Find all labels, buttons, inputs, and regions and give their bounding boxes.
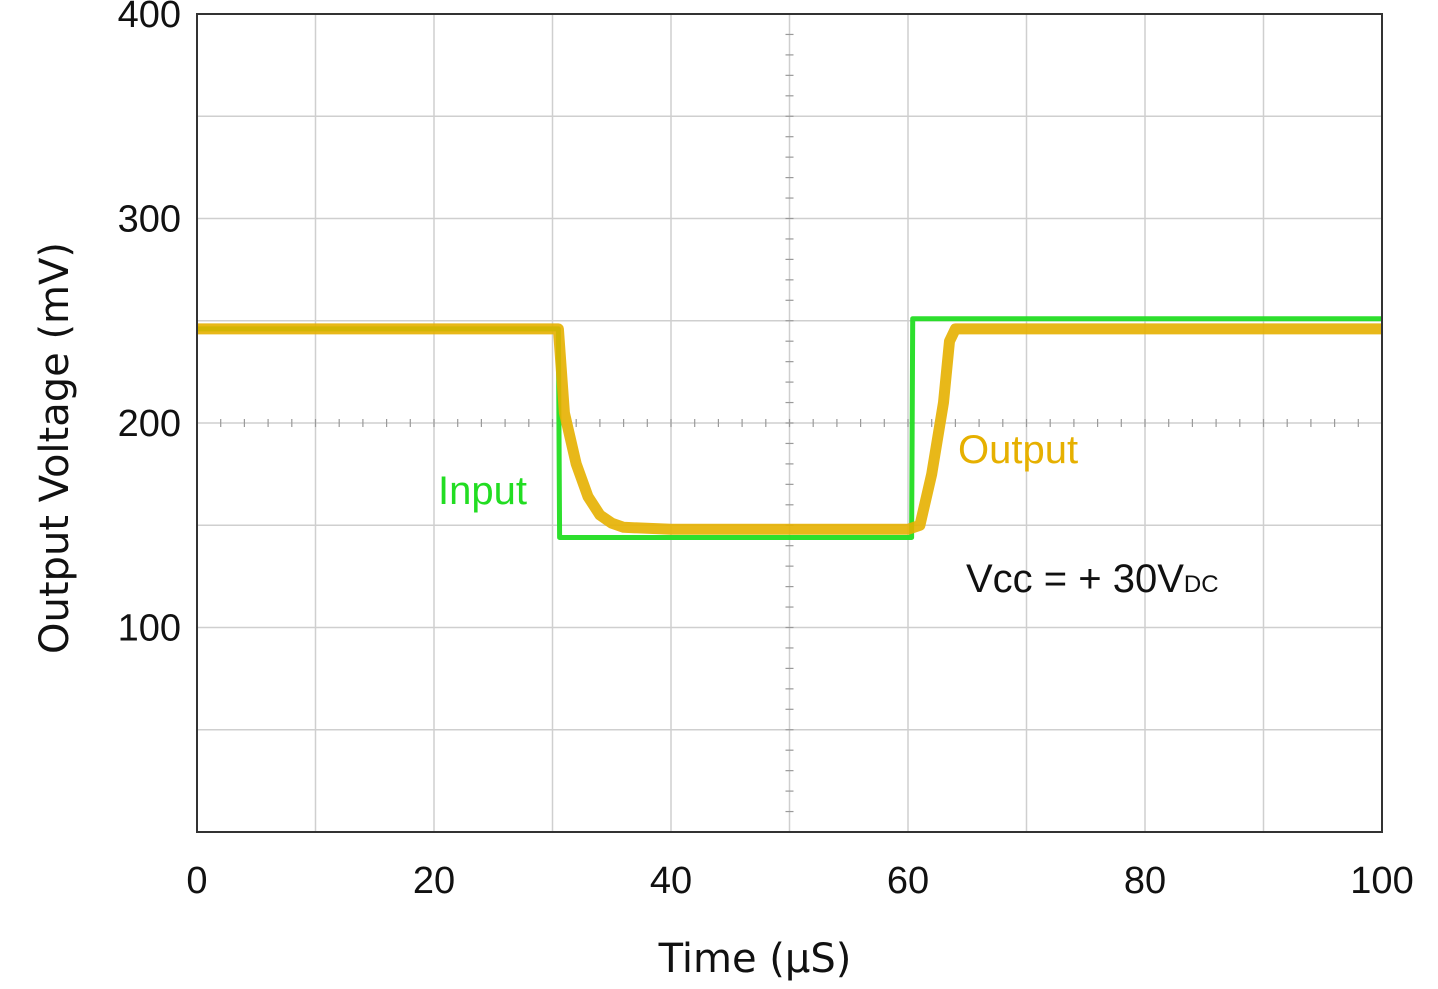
series-label-output: Output (958, 428, 1078, 472)
x-tick-label: 20 (413, 860, 455, 902)
x-tick-label: 80 (1124, 860, 1166, 902)
supply-voltage-annotation: Vcc = + 30VDC (966, 557, 1219, 601)
y-tick-label: 200 (118, 403, 181, 445)
series-label-input: Input (438, 469, 527, 513)
series-line-output (197, 323, 1382, 535)
series-layer (197, 316, 1382, 540)
x-tick-label: 100 (1350, 860, 1413, 902)
x-tick-label: 60 (887, 860, 929, 902)
y-tick-label: 100 (118, 608, 181, 650)
x-axis-label: Time (µS) (658, 936, 852, 982)
supply-voltage-main: Vcc = + 30V (966, 557, 1184, 601)
tick-labels: 0 20 40 60 80 100 100 200 300 400 (118, 0, 1414, 902)
y-tick-label: 400 (118, 0, 181, 36)
supply-voltage-subscript: DC (1184, 571, 1219, 598)
x-tick-label: 0 (186, 860, 207, 902)
plot-frame (196, 13, 1383, 833)
y-axis-label: Output Voltage (mV) (32, 242, 78, 654)
y-tick-label: 300 (118, 199, 181, 241)
center-axis-ticks (220, 33, 1359, 813)
x-tick-label: 40 (650, 860, 692, 902)
